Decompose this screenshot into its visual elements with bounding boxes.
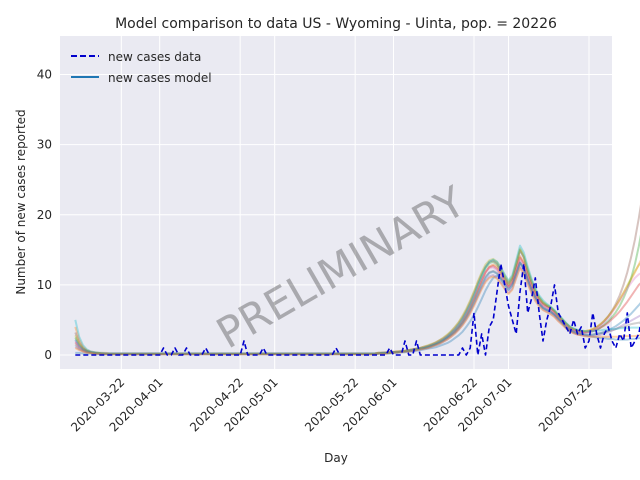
data-line-group [75, 262, 640, 356]
y-tick-label: 20 [37, 208, 52, 222]
y-ticks: 0 10 20 30 40 [37, 68, 52, 362]
y-tick-label: 0 [44, 348, 52, 362]
y-axis-label: Number of new cases reported [14, 109, 28, 294]
y-tick-label: 40 [37, 68, 52, 82]
model-line-10 [74, 262, 640, 355]
plot-background [60, 36, 612, 369]
model-line-9 [74, 244, 640, 355]
x-axis-label: Day [324, 451, 348, 465]
chart-title: Model comparison to data US - Wyoming - … [115, 16, 557, 32]
data-line [75, 262, 640, 356]
legend: new cases data new cases model [71, 50, 212, 85]
model-lines [74, 204, 640, 356]
x-tick-label: 2020-07-22 [536, 375, 595, 434]
model-line-7 [74, 261, 640, 355]
grid [60, 36, 612, 369]
y-tick-label: 10 [37, 278, 52, 292]
legend-data-label: new cases data [108, 50, 201, 64]
model-line-1 [74, 255, 640, 355]
model-line-2 [74, 234, 640, 355]
model-line-8 [74, 247, 640, 355]
legend-model-label: new cases model [108, 71, 212, 85]
y-tick-label: 30 [37, 138, 52, 152]
